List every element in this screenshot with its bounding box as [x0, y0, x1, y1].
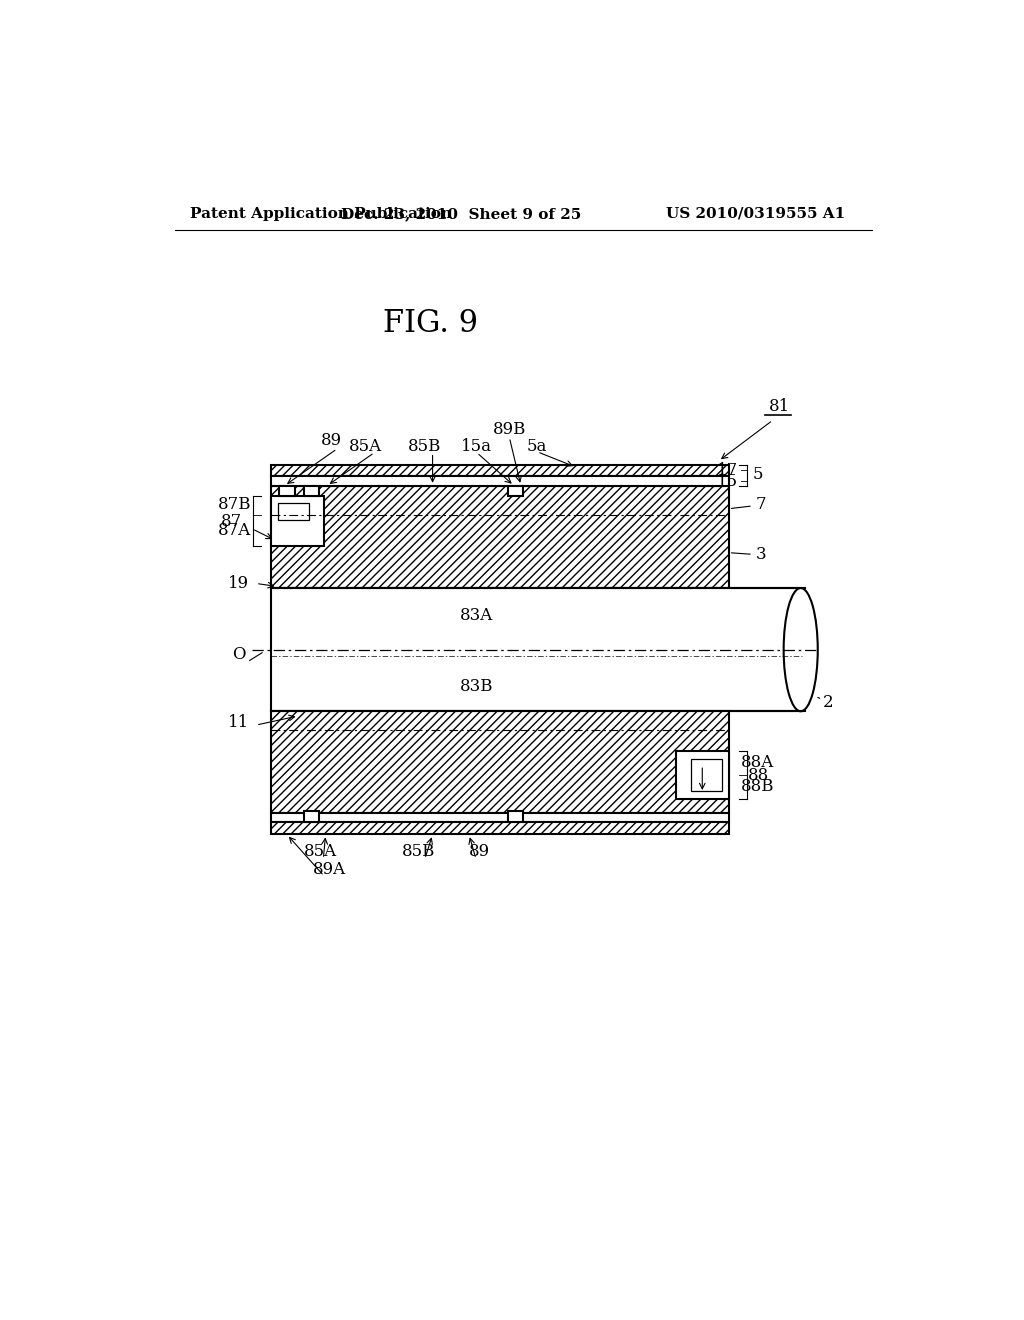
Text: 17: 17	[717, 462, 738, 479]
Text: Patent Application Publication: Patent Application Publication	[190, 207, 452, 220]
Bar	[691, 759, 722, 792]
Text: US 2010/0319555 A1: US 2010/0319555 A1	[667, 207, 846, 220]
Text: 5a: 5a	[527, 438, 548, 455]
Text: 89: 89	[321, 433, 342, 450]
Text: 83A: 83A	[460, 606, 494, 623]
Text: 2: 2	[818, 693, 834, 710]
Text: 19: 19	[228, 576, 250, 591]
Text: 88B: 88B	[741, 779, 774, 795]
Ellipse shape	[783, 589, 818, 711]
Bar	[676, 751, 729, 799]
Text: 7: 7	[731, 496, 766, 513]
Bar	[304, 486, 319, 496]
Bar	[271, 822, 729, 834]
Bar	[278, 503, 308, 520]
Text: 87: 87	[220, 512, 242, 529]
Bar	[271, 465, 729, 477]
Text: 3: 3	[731, 546, 766, 564]
Text: 87B: 87B	[218, 496, 251, 513]
Text: Dec. 23, 2010  Sheet 9 of 25: Dec. 23, 2010 Sheet 9 of 25	[341, 207, 582, 220]
Text: 85B: 85B	[409, 438, 441, 455]
Text: 11: 11	[228, 714, 250, 730]
Bar	[508, 486, 523, 496]
Bar	[271, 589, 801, 711]
Text: FIG. 9: FIG. 9	[383, 309, 478, 339]
Bar	[271, 496, 324, 546]
Bar	[271, 477, 729, 486]
Text: 89A: 89A	[313, 862, 346, 878]
Text: 85B: 85B	[402, 843, 435, 859]
Bar	[271, 813, 729, 822]
Text: 89: 89	[469, 843, 489, 859]
Text: 85A: 85A	[349, 438, 383, 455]
Text: 88: 88	[748, 767, 769, 784]
Bar	[271, 711, 729, 813]
Text: 85A: 85A	[304, 843, 337, 859]
Text: 87A: 87A	[218, 521, 251, 539]
Text: 81: 81	[768, 397, 790, 414]
Bar	[508, 812, 523, 822]
Text: 83B: 83B	[460, 678, 494, 696]
Bar	[280, 486, 295, 496]
Text: 15: 15	[717, 473, 738, 490]
Bar	[304, 812, 319, 822]
Bar	[271, 486, 729, 589]
Text: 15a: 15a	[461, 438, 493, 455]
Text: 88A: 88A	[741, 754, 774, 771]
Text: O: O	[232, 645, 246, 663]
Text: 89B: 89B	[493, 421, 526, 438]
Text: 5: 5	[753, 466, 763, 483]
